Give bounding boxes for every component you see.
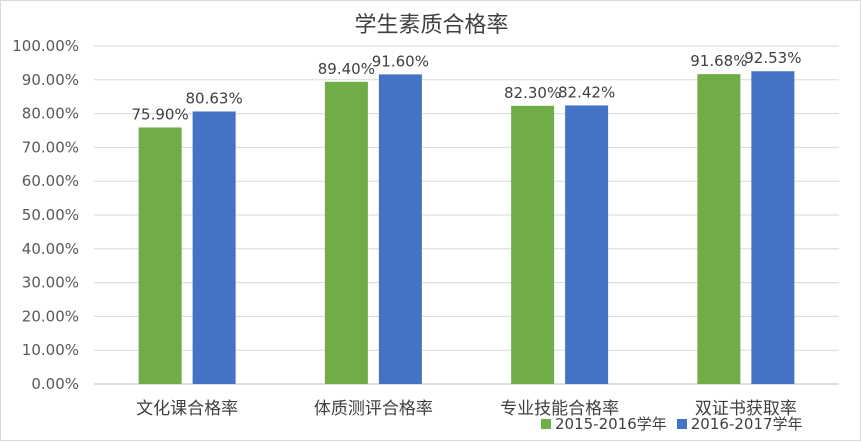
chart-title: 学生素质合格率 <box>354 13 509 38</box>
y-tick-label: 100.00% <box>12 37 79 55</box>
data-label: 80.63% <box>186 89 243 107</box>
x-tick-label: 体质测评合格率 <box>314 399 433 419</box>
bar-series-1 <box>324 81 368 384</box>
bar-series-2 <box>378 74 422 384</box>
legend-label-series-1: 2015-2016学年 <box>555 415 667 433</box>
legend-item-series-1: 2015-2016学年 <box>541 413 667 434</box>
data-label: 75.90% <box>132 105 189 123</box>
legend-item-series-2: 2016-2017学年 <box>676 413 803 434</box>
y-tick-label: 60.00% <box>22 172 79 190</box>
bar-series-2 <box>565 105 609 384</box>
y-tick-label: 80.00% <box>22 105 79 123</box>
legend-label-series-2: 2016-2017学年 <box>690 415 803 433</box>
data-label: 91.68% <box>690 52 747 70</box>
bar-series-1 <box>697 74 741 385</box>
legend-swatch-series-2 <box>676 418 687 429</box>
data-label: 91.60% <box>372 52 429 70</box>
x-tick-label: 双证书获取率 <box>695 399 797 419</box>
data-label: 89.40% <box>318 60 375 78</box>
bar-series-2 <box>192 111 236 385</box>
data-label: 82.42% <box>558 83 615 101</box>
y-tick-label: 90.00% <box>22 71 79 89</box>
y-tick-label: 20.00% <box>22 307 79 325</box>
bar-series-2 <box>751 71 795 384</box>
data-label: 82.30% <box>504 84 561 102</box>
legend-swatch-series-1 <box>541 418 551 429</box>
legend: 2015-2016学年 2016-2017学年 <box>541 413 803 434</box>
y-tick-label: 70.00% <box>22 138 79 156</box>
y-tick-label: 50.00% <box>22 206 79 224</box>
y-tick-label: 0.00% <box>31 375 79 393</box>
bar-series-1 <box>511 105 555 385</box>
y-tick-label: 30.00% <box>22 274 79 292</box>
x-tick-label: 文化课合格率 <box>136 399 238 419</box>
y-tick-label: 40.00% <box>22 240 79 258</box>
bar-series-1 <box>138 127 182 384</box>
x-tick-label: 专业技能合格率 <box>500 399 619 419</box>
y-tick-label: 10.00% <box>22 341 79 359</box>
data-label: 92.53% <box>744 49 801 67</box>
